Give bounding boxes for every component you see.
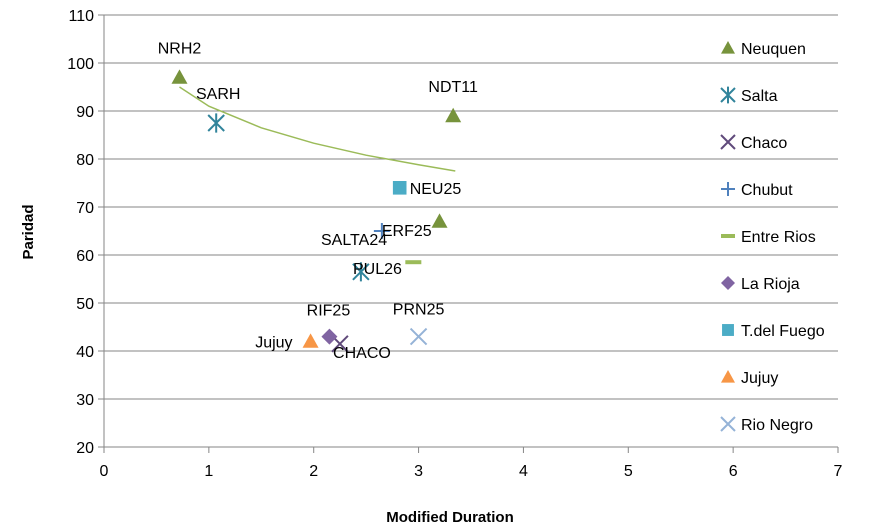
y-axis-title: Paridad [20,204,37,259]
legend-marker [721,234,735,238]
legend-marker [721,41,735,54]
point-salta [207,113,225,133]
point-chubut [373,223,390,239]
point-salta [352,262,370,282]
x-tick-label: 6 [729,463,738,480]
legend-item: Chubut [721,182,793,199]
x-tick-label: 5 [624,463,633,480]
x-tick-label: 0 [100,463,109,480]
y-tick-label: 60 [76,248,94,265]
point-label: CHACO [333,345,391,362]
legend-item: Neuquen [721,41,806,58]
legend: Neuquen Salta Chaco Chubut Entre Rios La Rioj… [720,41,825,434]
legend-label: Rio Negro [741,417,813,434]
legend-label: Salta [741,88,778,105]
x-axis-title: Modified Duration [386,509,514,526]
point-entre-rios [405,260,422,265]
legend-marker [720,86,736,104]
point-label: RIF25 [307,303,351,320]
point-jujuy [302,333,319,348]
y-tick-label: 70 [76,200,94,217]
legend-item: Salta [720,86,778,105]
x-tick-label: 1 [204,463,213,480]
legend-item: T.del Fuego [722,323,825,340]
point-label: PRN25 [393,302,445,319]
legend-marker [720,134,736,150]
legend-label: T.del Fuego [741,323,825,340]
y-tick-label: 20 [76,440,94,457]
y-tick-label: 80 [76,152,94,169]
legend-item: La Rioja [721,276,800,293]
legend-marker [721,182,735,196]
legend-item: Chaco [720,134,787,152]
point-label: Jujuy [255,334,292,351]
x-tick-label: 2 [309,463,318,480]
trendline [179,86,456,172]
legend-marker [721,276,735,290]
y-tick-label: 50 [76,296,94,313]
legend-marker [722,324,734,336]
legend-item: Entre Rios [721,229,816,246]
annotation-label: PUL26 [353,261,402,278]
y-tick-label: 110 [68,8,94,25]
legend-item: Rio Negro [720,416,813,434]
axes [103,15,839,453]
point-label: SARH [196,86,240,103]
y-tick-label: 30 [76,392,94,409]
legend-item: Jujuy [721,370,778,387]
point-rio-negro [409,327,428,346]
y-tick-label: 40 [76,344,94,361]
point-label: NEU25 [410,181,462,198]
gridlines [98,14,838,448]
legend-label: Entre Rios [741,229,816,246]
legend-label: La Rioja [741,276,800,293]
annotation-label: SALTA24 [321,232,387,249]
legend-label: Chubut [741,182,793,199]
point-label: ERF25 [382,223,432,240]
x-tick-label: 3 [414,463,423,480]
trendline-path [179,86,456,172]
point-neuquen [445,107,462,123]
point-label: NRH2 [158,40,202,57]
legend-label: Neuquen [741,41,806,58]
data-points [171,69,462,353]
x-tick-labels: 0 1 2 3 4 5 6 7 [100,463,843,480]
x-tick-label: 7 [834,463,843,480]
point-label: NDT11 [428,79,478,96]
point-la-rioja [321,328,338,345]
y-tick-label: 90 [76,104,94,121]
legend-label: Chaco [741,135,787,152]
point-neuquen [171,69,188,84]
annotations: SALTA24 PUL26 [321,232,402,278]
point-labels: NRH2 NDT11 SARH CHACO ERF25 RIF25 NEU25 Jujuy PR… [158,40,478,361]
x-tick-label: 4 [519,463,528,480]
point-neuquen [431,213,448,228]
legend-label: Jujuy [741,370,778,387]
y-tick-label: 100 [67,56,94,73]
point-t-del-fuego [392,181,407,195]
legend-marker [721,370,735,383]
y-tick-labels: 20 30 40 50 60 70 80 90 100 110 [67,8,94,457]
legend-marker [720,416,736,432]
